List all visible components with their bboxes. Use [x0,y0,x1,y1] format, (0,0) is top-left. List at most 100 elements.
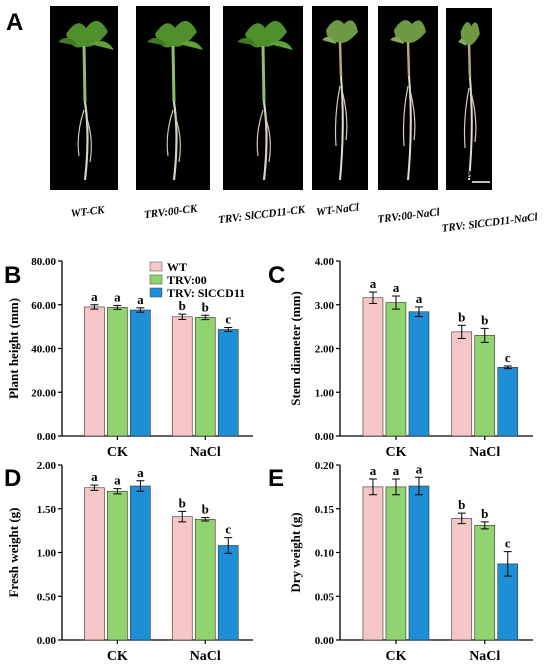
leaf [458,38,467,46]
bar [362,297,384,437]
y-tick-label: 0.00 [37,635,57,647]
y-tick-label: 0.50 [37,591,57,603]
leaf [237,37,257,46]
legend-swatch [149,261,163,272]
y-tick-label: 0.15 [315,504,335,516]
legend-label: WT [167,260,187,274]
significance-letter: a [393,280,400,295]
stem [467,43,472,79]
y-tick-label: 2.00 [37,460,57,472]
panel-label-E: E [268,465,284,492]
stem [261,45,266,103]
panel-label-B: B [4,262,21,289]
root [83,101,89,181]
root [470,91,477,143]
stem [82,45,87,103]
y-axis-label: Stem diameter (mm) [288,291,303,406]
root [172,101,178,181]
leaf-cluster [394,20,426,43]
leaf [179,41,203,50]
significance-letter: a [137,465,144,480]
panel-label-D: D [4,465,21,492]
legend-swatch [149,274,163,285]
significance-letter: a [393,463,400,478]
y-axis-label: Plant height (mm) [6,298,21,399]
significance-letter: b [179,298,186,313]
bar [385,486,407,641]
bar [217,545,239,641]
significance-letter: a [416,291,423,306]
photo-label: TRV: SlCCD11-CK [218,204,307,227]
bar [107,490,128,641]
root [334,85,341,147]
leaf [322,36,336,44]
photo-label: TRV: SlCCD11-NaCl [441,211,539,235]
leaf [269,41,293,50]
chart-D: D Fresh weight (g) 0.00 0.50 1.00 1.50 2.00 CK a… [4,460,253,664]
photo-4 [312,6,368,190]
significance-letter: b [202,299,209,314]
root [77,109,85,157]
significance-letter: b [458,309,465,324]
x-tick-label: NaCl [469,649,500,664]
leaf-cluster [66,20,108,48]
bar [385,302,407,437]
bar [84,306,105,437]
x-tick-label: CK [107,649,128,664]
significance-letter: a [114,473,121,488]
photo-label: TRV:00-NaCl [377,206,441,226]
bar [451,331,473,437]
bar [171,516,193,641]
x-tick-label: NaCl [190,649,221,664]
leaf [58,37,78,46]
stem [171,45,176,103]
legend-label: TRV: SlCCD11 [167,286,245,300]
significance-letter: b [458,497,465,512]
legend-swatch [149,287,163,298]
photo-label: TRV:00-CK [143,203,198,221]
y-tick-label: 1.50 [37,504,57,516]
panel-label-a: A [6,9,23,36]
root [468,77,473,181]
x-tick-label: CK [385,649,406,664]
significance-letter: a [137,292,144,307]
y-tick-label: 3.00 [315,300,335,312]
significance-letter: a [91,289,98,304]
panel-a: A WT-CK TRV:00-CK TRV: SlCCD11-CK WT-NaCl TRV… [6,6,539,235]
bar [171,316,193,437]
significance-letter: b [481,312,488,327]
bar [217,329,239,437]
bar [408,485,430,641]
significance-letter: b [202,502,209,517]
y-tick-label: 0.20 [315,460,335,472]
significance-letter: a [114,289,121,304]
stem [406,41,411,77]
significance-letter: b [481,506,488,521]
chart-B: B Plant height (mm) 0.00 20.00 40.00 60.00 80.… [4,256,253,460]
leaf-cluster [460,22,480,45]
photo-6 [446,8,492,190]
y-tick-label: 60.00 [31,300,56,312]
photo-1 [50,6,118,190]
y-tick-label: 4.00 [315,256,335,268]
y-tick-label: 40.00 [31,344,56,356]
root [463,87,470,149]
bar [474,335,496,437]
y-tick-label: 0.00 [37,431,57,443]
x-tick-label: NaCl [469,445,500,460]
leaf [147,37,167,46]
y-axis-label: Dry weight (g) [288,512,303,592]
y-tick-label: 0.00 [315,635,335,647]
root [341,89,348,141]
photo-label: WT-CK [70,204,106,220]
leaf-cluster [326,20,358,43]
significance-letter: c [505,536,511,551]
significance-letter: a [416,461,423,476]
significance-letter: b [179,495,186,510]
bar [194,317,216,437]
y-tick-label: 0.00 [315,431,335,443]
root [262,101,268,181]
significance-letter: c [225,312,231,327]
bar [194,518,216,641]
